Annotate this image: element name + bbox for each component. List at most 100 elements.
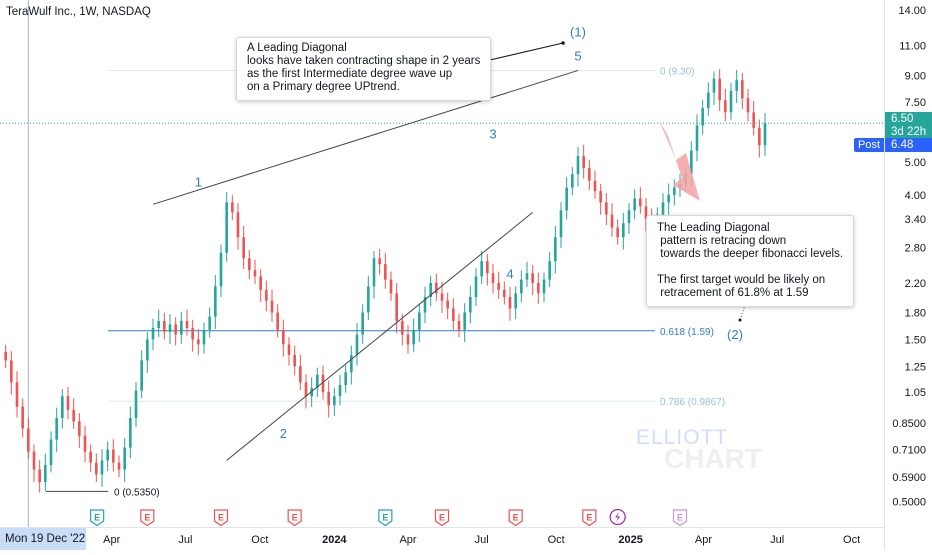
candle: [333, 387, 336, 416]
price-tick-label: 9.00: [905, 70, 926, 82]
candle: [622, 212, 625, 250]
earnings-event-icon: E: [434, 509, 450, 527]
candle: [89, 444, 92, 472]
post-market-price-tag: 6.48: [885, 138, 932, 152]
candle: [429, 275, 432, 307]
candle: [112, 439, 115, 472]
note-connectors: [489, 41, 749, 322]
time-tick-label: 2025: [618, 534, 642, 546]
candle: [27, 418, 30, 460]
annotation-leading-diagonal[interactable]: A Leading Diagonal looks have taken cont…: [236, 37, 492, 101]
candle-body: [690, 150, 693, 175]
time-tick-label: Apr: [695, 534, 712, 546]
candle-body: [452, 308, 455, 321]
candle: [718, 69, 721, 111]
candle-body: [265, 289, 268, 301]
candle-body: [548, 261, 551, 280]
candle-body: [712, 78, 716, 93]
candle-body: [21, 406, 24, 429]
candle-body: [316, 374, 319, 388]
annotation-retracement-target[interactable]: The Leading Diagonal pattern is retracin…: [646, 215, 855, 307]
candle-body: [253, 270, 257, 277]
candle-body: [276, 312, 279, 330]
candle: [66, 386, 70, 419]
candle: [610, 203, 614, 237]
candle-body: [520, 279, 523, 294]
candle-body: [384, 264, 387, 280]
candle: [384, 252, 387, 289]
earnings-marker-shape: [378, 509, 393, 527]
candle-body: [191, 328, 194, 340]
time-tick-label: 2024: [322, 534, 347, 546]
price-tick-label: 2.20: [905, 278, 926, 290]
candle-body: [146, 339, 149, 361]
candle: [548, 251, 551, 288]
candle-body: [582, 156, 585, 168]
earnings-event-icon: E: [287, 509, 302, 527]
candle-body: [338, 385, 342, 397]
candle: [32, 444, 36, 482]
candle-body: [406, 334, 410, 345]
candle-body: [701, 108, 704, 126]
candle-body: [89, 451, 92, 463]
candle-body: [299, 366, 302, 383]
candle-body: [4, 351, 7, 361]
candle: [565, 177, 568, 220]
candle: [248, 250, 251, 280]
candle-body: [231, 202, 234, 213]
candle-body: [763, 123, 767, 146]
candle-body: [661, 202, 665, 215]
candle-body: [129, 417, 132, 448]
candle-body: [746, 98, 750, 113]
candle: [78, 413, 81, 449]
candle: [72, 398, 75, 429]
candle: [593, 170, 597, 199]
candle: [140, 350, 143, 399]
candle-body: [741, 80, 744, 99]
candle: [389, 271, 393, 301]
candle: [146, 332, 149, 373]
candle-body: [718, 78, 721, 101]
split-event-icon: [609, 508, 626, 526]
price-tick-label: 1.05: [905, 387, 926, 399]
candle-body: [208, 316, 211, 330]
candle-body: [219, 252, 223, 287]
candle-body: [117, 462, 121, 470]
candle-body: [537, 282, 540, 294]
candle: [525, 261, 529, 288]
time-tick-label: Jul: [178, 534, 192, 546]
candle: [191, 319, 194, 352]
candle: [242, 225, 245, 270]
candle-body: [66, 396, 70, 410]
candle-body: [525, 273, 529, 280]
earnings-marker-shape: [434, 509, 450, 527]
candle-body: [367, 286, 370, 313]
fib-level-label: 0 (9.30): [660, 66, 694, 77]
candle: [259, 269, 262, 303]
candle: [599, 183, 602, 215]
candle-body: [616, 227, 619, 238]
candle: [758, 119, 761, 158]
earnings-marker-letter: E: [513, 513, 519, 523]
candle: [231, 195, 234, 220]
wave-label: 2: [280, 426, 287, 441]
arrow-down-icon: [658, 118, 700, 201]
candle-body: [395, 293, 398, 321]
candle-body: [123, 447, 126, 470]
candle: [537, 272, 540, 305]
post-market-label: Post: [854, 138, 884, 152]
candle: [514, 286, 517, 320]
wave-label: 5: [574, 48, 581, 63]
candle-body: [474, 276, 478, 297]
trendline: [226, 212, 533, 461]
candle: [174, 317, 177, 346]
candle-body: [95, 462, 98, 475]
symbol-title[interactable]: TeraWulf Inc., 1W, NASDAQ: [6, 6, 151, 18]
candle-body: [372, 258, 376, 287]
candle: [729, 82, 733, 120]
candle-body: [446, 300, 449, 309]
note-connector-dot: [561, 41, 565, 45]
candle: [276, 304, 279, 338]
